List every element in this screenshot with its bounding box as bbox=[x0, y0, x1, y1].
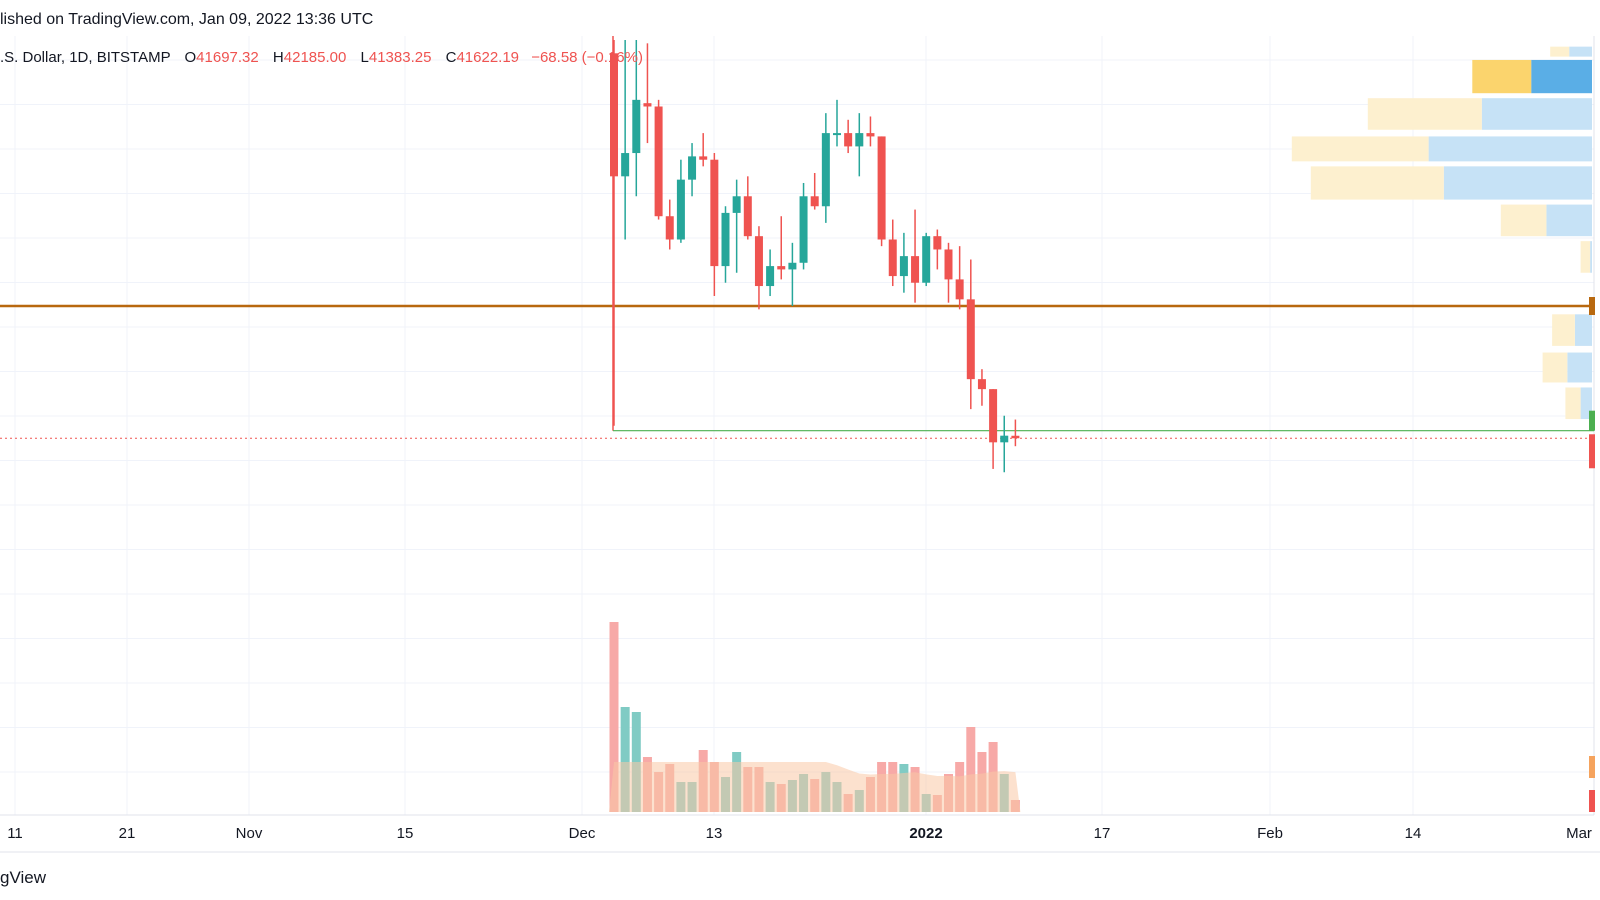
candle-body[interactable] bbox=[955, 279, 964, 300]
candle-body[interactable] bbox=[966, 299, 975, 380]
volume-bar bbox=[620, 707, 630, 812]
level-price-marker bbox=[1589, 410, 1595, 431]
support-price-marker bbox=[1589, 297, 1595, 315]
candle-body[interactable] bbox=[866, 133, 875, 137]
volume-profile-up-bar bbox=[1569, 46, 1592, 57]
candle-body[interactable] bbox=[911, 256, 920, 283]
last-price-marker bbox=[1589, 434, 1595, 469]
candle-body[interactable] bbox=[821, 133, 830, 207]
candle-body[interactable] bbox=[799, 196, 808, 263]
ohlc-legend: .S. Dollar, 1D, BITSTAMP O41697.32 H4218… bbox=[0, 46, 643, 70]
volume-profile-down-bar bbox=[1291, 136, 1429, 162]
candle-body[interactable] bbox=[777, 266, 786, 270]
candle-body[interactable] bbox=[933, 236, 942, 250]
volume-profile-down-bar bbox=[1552, 314, 1575, 346]
published-caption: lished on TradingView.com, Jan 09, 2022 … bbox=[0, 11, 374, 28]
close-value: 41622.19 bbox=[456, 49, 520, 66]
candle-body[interactable] bbox=[643, 103, 652, 107]
volume-profile-down-bar bbox=[1310, 166, 1444, 200]
brand-label: gView bbox=[0, 868, 46, 887]
close-label: C bbox=[445, 49, 457, 66]
volume-profile-up-bar bbox=[1531, 59, 1592, 94]
open-value: 41697.32 bbox=[196, 49, 259, 66]
volume-profile-down-bar bbox=[1580, 241, 1591, 273]
x-tick-label: 17 bbox=[1094, 825, 1111, 842]
x-tick-label: 11 bbox=[7, 825, 23, 842]
volume-bar bbox=[609, 622, 619, 812]
candle-body[interactable] bbox=[944, 249, 953, 280]
x-tick-label: 15 bbox=[397, 825, 414, 842]
volume-profile-up-bar bbox=[1574, 314, 1592, 346]
candle-body[interactable] bbox=[699, 156, 708, 160]
x-tick-label: Feb bbox=[1257, 825, 1283, 842]
volume-profile-up-bar bbox=[1567, 352, 1592, 383]
volume-profile-up-bar bbox=[1580, 387, 1592, 420]
x-tick-label: 14 bbox=[1405, 825, 1422, 842]
volume-profile-down-bar bbox=[1542, 352, 1568, 383]
candle-body[interactable] bbox=[743, 196, 752, 237]
candle-body[interactable] bbox=[654, 106, 663, 217]
x-tick-label: Mar bbox=[1566, 825, 1592, 842]
candle-body[interactable] bbox=[1011, 435, 1020, 439]
volume-bar bbox=[966, 727, 976, 812]
candle-body[interactable] bbox=[833, 133, 841, 136]
candle-body[interactable] bbox=[688, 156, 697, 180]
x-tick-label: 13 bbox=[706, 825, 723, 842]
volume-marker bbox=[1589, 790, 1595, 812]
candle-body[interactable] bbox=[621, 153, 630, 177]
candle-body[interactable] bbox=[922, 236, 931, 283]
candle-body[interactable] bbox=[710, 159, 719, 267]
candle-body[interactable] bbox=[788, 262, 797, 270]
low-value: 41383.25 bbox=[368, 49, 432, 66]
candle-body[interactable] bbox=[810, 196, 819, 207]
x-tick-label: 21 bbox=[119, 825, 136, 842]
candle-body[interactable] bbox=[676, 179, 685, 240]
volume-profile-up-bar bbox=[1590, 241, 1592, 273]
volume-profile-down-bar bbox=[1550, 46, 1570, 57]
symbol-label: .S. Dollar, 1D, BITSTAMP bbox=[0, 49, 171, 66]
candle-body[interactable] bbox=[665, 216, 674, 240]
change-value: −68.58 (−0.16%) bbox=[531, 49, 643, 66]
candle-body[interactable] bbox=[977, 379, 986, 390]
candle-body[interactable] bbox=[844, 133, 853, 147]
volume-profile-up-bar bbox=[1546, 204, 1592, 237]
volume-profile-up-bar bbox=[1428, 136, 1592, 162]
volume-average-area bbox=[609, 762, 1021, 812]
volume-profile-down-bar bbox=[1472, 59, 1532, 94]
x-tick-label: Dec bbox=[569, 825, 596, 842]
high-value: 42185.00 bbox=[283, 49, 347, 66]
x-tick-label: Nov bbox=[236, 825, 263, 842]
open-label: O bbox=[184, 49, 197, 66]
volume-profile-down-bar bbox=[1500, 204, 1547, 237]
candle-body[interactable] bbox=[610, 53, 618, 177]
candle-body[interactable] bbox=[632, 99, 641, 154]
volume-profile-up-bar bbox=[1443, 166, 1592, 200]
candle-body[interactable] bbox=[732, 196, 741, 213]
candle-body[interactable] bbox=[721, 212, 730, 267]
candle-body[interactable] bbox=[855, 133, 864, 147]
x-tick-label: 2022 bbox=[909, 825, 942, 842]
volume-profile-up-bar bbox=[1481, 98, 1592, 130]
high-label: H bbox=[272, 49, 284, 66]
candle-body[interactable] bbox=[989, 389, 998, 443]
volume-profile-down-bar bbox=[1565, 387, 1581, 420]
volume-profile-down-bar bbox=[1367, 98, 1482, 130]
candle-body[interactable] bbox=[766, 266, 775, 287]
volume-ma-marker bbox=[1589, 756, 1595, 778]
candle-body[interactable] bbox=[1000, 435, 1009, 443]
candle-body[interactable] bbox=[899, 256, 908, 277]
candle-body[interactable] bbox=[754, 236, 763, 287]
candle-body[interactable] bbox=[888, 239, 897, 277]
candle-body[interactable] bbox=[877, 136, 886, 240]
low-label: L bbox=[360, 49, 369, 66]
